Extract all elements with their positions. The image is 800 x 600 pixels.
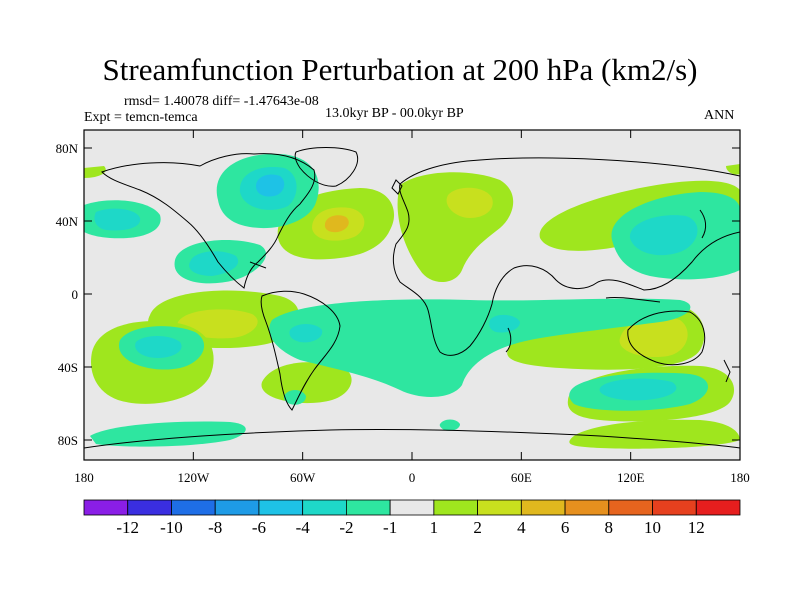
chart-title: Streamfunction Perturbation at 200 hPa (… [102, 52, 698, 87]
coast-south-america [260, 290, 341, 411]
lon-tick-label: 60W [290, 470, 316, 485]
anomaly-arctic-west [84, 166, 106, 178]
colorbar-label: -4 [296, 518, 311, 537]
lat-tick-label: 80N [56, 141, 79, 156]
experiment-label: Expt = temcn-temca [84, 110, 198, 125]
lon-tick-label: 120E [617, 470, 645, 485]
colorbar-label: 4 [517, 518, 526, 537]
anomaly-indian-core [489, 314, 520, 333]
anomaly-antarctic-east [569, 419, 740, 449]
period-label: 13.0kyr BP - 00.0kyr BP [325, 106, 464, 121]
colorbar-swatch [83, 499, 129, 516]
anomaly-south-atlantic-small [439, 419, 460, 431]
lat-tick-label: 80S [58, 433, 78, 448]
anomaly-west-pacific-core [629, 215, 698, 256]
lat-tick-label: 40S [58, 360, 78, 375]
stats-text: rmsd= 1.40078 diff= -1.47643e-08 [124, 94, 319, 109]
colorbar-swatch [214, 499, 260, 516]
anomaly-europe-core [446, 187, 493, 218]
colorbar-swatch [695, 499, 741, 516]
coast-antarctica [84, 428, 740, 449]
colorbar-label: 10 [644, 518, 661, 537]
anomaly-canada-peak [256, 174, 285, 197]
colorbar: -12 -10 -8 -6 -4 -2 -1 1 2 4 6 8 10 12 [83, 499, 741, 537]
anomaly-pacific-low-core [189, 251, 239, 276]
coast-japan [699, 209, 707, 239]
lon-tick-label: 180 [730, 470, 750, 485]
colorbar-swatch [127, 499, 172, 516]
anomaly-antarctic-west [90, 421, 246, 447]
colorbar-label: 2 [473, 518, 482, 537]
lon-tick-label: 60E [511, 470, 532, 485]
coast-australia [627, 310, 706, 366]
colorbar-swatch [520, 499, 566, 516]
anomaly-south-pacific-core [135, 336, 182, 358]
colorbar-swatch [564, 499, 610, 516]
coast-greenland [294, 147, 358, 187]
lat-tick-label: 40N [56, 214, 79, 229]
anomaly-north-pacific-core [94, 208, 141, 231]
colorbar-swatch [171, 499, 216, 516]
coast-indonesia [605, 297, 661, 303]
negative-anomalies [84, 153, 740, 447]
season-label: ANN [704, 108, 735, 123]
lon-tick-label: 180 [74, 470, 94, 485]
axis-ticks: 80N 40N 0 40S 80S 180 120W 60W 0 60E 120E 180 [56, 130, 750, 485]
colorbar-label: -6 [252, 518, 266, 537]
anomaly-australia-core [619, 316, 688, 358]
map-panel [84, 130, 740, 460]
lon-tick-label: 120W [177, 470, 210, 485]
anomaly-southern-indian-core [599, 378, 677, 401]
colorbar-label: -2 [339, 518, 353, 537]
colorbar-swatch [652, 499, 697, 516]
lat-tick-label: 0 [72, 287, 79, 302]
colorbar-label: 8 [605, 518, 614, 537]
colorbar-swatch [389, 499, 435, 516]
coastlines [84, 147, 740, 449]
lon-tick-label: 0 [409, 470, 416, 485]
colorbar-swatch [608, 499, 653, 516]
coast-madagascar [505, 327, 512, 353]
colorbar-swatch [345, 499, 391, 516]
colorbar-label: -10 [160, 518, 183, 537]
colorbar-swatch [258, 499, 304, 516]
colorbar-label: -8 [208, 518, 222, 537]
colorbar-label: -1 [383, 518, 397, 537]
colorbar-swatch [433, 499, 479, 516]
coast-north-america [101, 153, 316, 289]
coast-uk [391, 179, 403, 195]
anomaly-tropical-band [269, 298, 691, 397]
colorbar-label: -12 [116, 518, 139, 537]
colorbar-swatch [477, 499, 522, 516]
colorbar-swatch [302, 499, 347, 516]
colorbar-label: 12 [688, 518, 705, 537]
anomaly-arctic-east [726, 164, 740, 175]
coast-new-zealand [723, 359, 731, 383]
colorbar-label: 6 [561, 518, 570, 537]
coast-eurasia-africa [392, 157, 740, 356]
anomaly-north-atlantic-peak [324, 215, 349, 233]
colorbar-label: 1 [430, 518, 439, 537]
coast-cuba [249, 261, 267, 269]
anomaly-tropical-core [289, 324, 323, 343]
